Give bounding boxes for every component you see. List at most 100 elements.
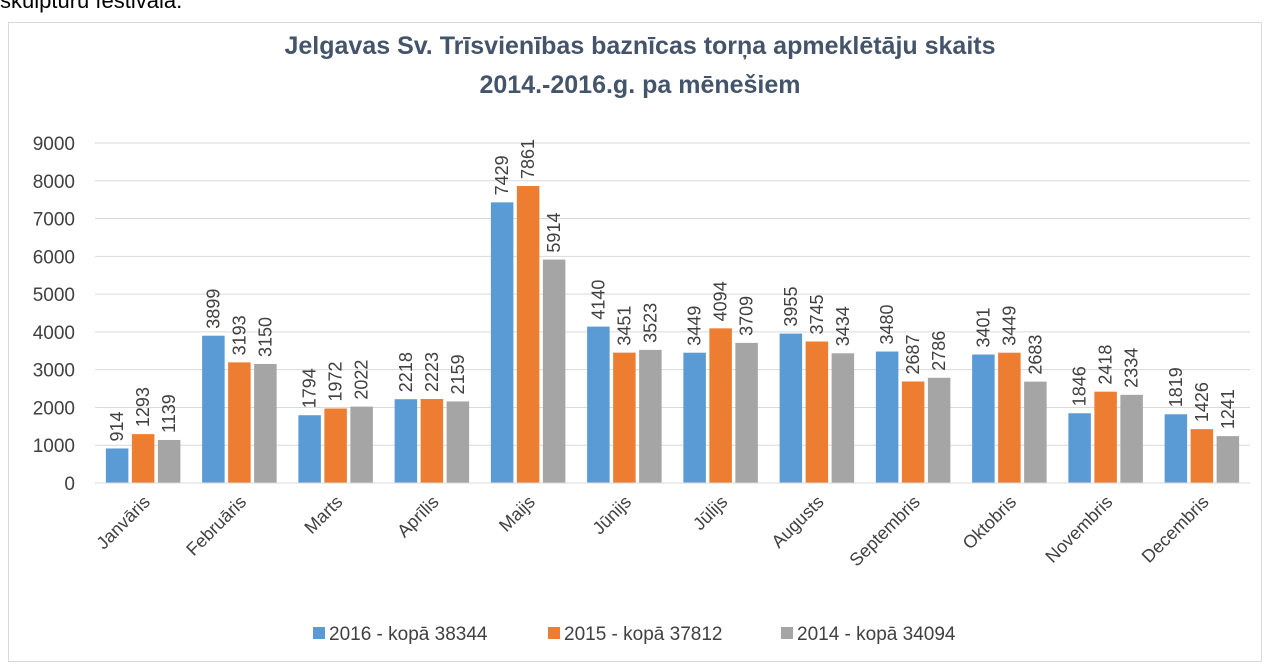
value-label: 3523	[640, 303, 660, 343]
value-label: 3480	[877, 304, 897, 344]
x-tick-label: Marts	[300, 492, 346, 538]
bar	[1094, 391, 1117, 483]
value-label: 2334	[1122, 348, 1142, 388]
value-label: 1819	[1166, 367, 1186, 407]
legend-swatch	[548, 627, 560, 639]
bar	[394, 399, 418, 483]
chart-frame	[8, 22, 1262, 662]
value-label: 1794	[300, 368, 320, 408]
value-label: 2683	[1025, 335, 1045, 375]
bar	[105, 448, 129, 483]
bar	[228, 362, 251, 483]
x-tick-label: Jūnijs	[589, 492, 636, 539]
bar	[157, 439, 181, 483]
y-tick-label: 3000	[33, 361, 75, 382]
value-label: 3434	[833, 306, 853, 346]
chart-title: Jelgavas Sv. Trīsvienības baznīcas torņa…	[285, 32, 996, 60]
value-label: 1426	[1192, 382, 1212, 422]
bar	[998, 352, 1021, 483]
bar	[875, 351, 899, 483]
value-label: 5914	[544, 213, 564, 253]
x-tick-label: Oktobris	[959, 492, 1021, 554]
value-label: 7429	[492, 155, 512, 195]
page-text: skulptūru festivālā.	[0, 0, 183, 13]
value-label: 3709	[737, 296, 757, 336]
value-label: 2786	[929, 331, 949, 371]
bar	[202, 335, 225, 483]
bar	[1068, 413, 1091, 483]
bar	[1164, 414, 1188, 483]
value-label: 7861	[518, 139, 538, 179]
bar	[350, 406, 373, 483]
value-label: 2022	[352, 360, 372, 400]
y-tick-label: 4000	[33, 323, 75, 344]
x-tick-label: Maijs	[495, 492, 539, 536]
bar	[831, 353, 855, 483]
value-label: 2223	[422, 352, 442, 392]
y-tick-label: 1000	[33, 436, 75, 457]
legend-label: 2015 - kopā 37812	[564, 624, 722, 645]
value-label: 4094	[711, 281, 731, 321]
value-label: 1972	[326, 361, 346, 401]
x-tick-label: Aprīlis	[393, 492, 443, 542]
value-label: 1241	[1218, 389, 1238, 429]
bar	[490, 202, 514, 484]
bar	[683, 352, 706, 483]
bar	[420, 399, 444, 483]
bar	[298, 415, 321, 483]
y-tick-label: 6000	[33, 247, 75, 268]
value-label: 3449	[685, 306, 705, 346]
value-label: 3150	[255, 317, 275, 357]
value-label: 3899	[203, 289, 223, 329]
bar	[542, 259, 566, 483]
bar	[709, 328, 732, 483]
bar	[324, 408, 347, 483]
value-label: 3745	[807, 294, 827, 334]
value-label: 1139	[159, 394, 179, 433]
bar	[735, 342, 758, 483]
y-tick-label: 5000	[33, 285, 75, 306]
value-label: 2159	[448, 354, 468, 394]
y-tick-label: 2000	[33, 398, 75, 419]
legend-label: 2016 - kopā 38344	[329, 624, 488, 645]
y-tick-label: 7000	[33, 210, 75, 231]
chart-title: 2014.-2016.g. pa mēnešiem	[479, 71, 800, 99]
bar	[972, 354, 995, 483]
value-label: 3401	[973, 307, 993, 347]
legend-label: 2014 - kopā 34094	[797, 624, 956, 645]
bar	[779, 333, 803, 483]
bar	[587, 326, 610, 483]
bar	[1216, 436, 1240, 483]
value-label: 2687	[903, 334, 923, 374]
value-label: 3449	[999, 306, 1019, 346]
x-tick-label: Augusts	[768, 492, 828, 552]
x-tick-label: Novembris	[1041, 492, 1116, 567]
bar	[446, 401, 470, 483]
bar	[1024, 381, 1047, 483]
value-label: 3451	[614, 306, 634, 346]
x-tick-label: Janvāris	[92, 492, 154, 554]
y-tick-label: 8000	[33, 172, 75, 193]
y-tick-label: 9000	[33, 134, 75, 155]
bar	[613, 352, 636, 483]
bar	[901, 381, 925, 483]
x-tick-label: Februāris	[182, 492, 250, 560]
value-label: 3955	[781, 287, 801, 327]
bar	[1190, 429, 1214, 483]
legend-swatch	[781, 627, 793, 639]
x-tick-label: Decembris	[1138, 492, 1213, 567]
bar	[1120, 394, 1143, 483]
x-tick-label: Jūlijs	[689, 492, 731, 534]
value-label: 1293	[133, 387, 153, 427]
bar	[805, 341, 829, 483]
y-tick-label: 0	[64, 474, 75, 495]
value-label: 2218	[396, 352, 416, 392]
bar	[639, 349, 662, 483]
bar	[516, 186, 540, 484]
value-label: 2418	[1096, 345, 1116, 385]
value-label: 3193	[229, 315, 249, 355]
value-label: 4140	[588, 280, 608, 320]
bar	[927, 377, 951, 483]
